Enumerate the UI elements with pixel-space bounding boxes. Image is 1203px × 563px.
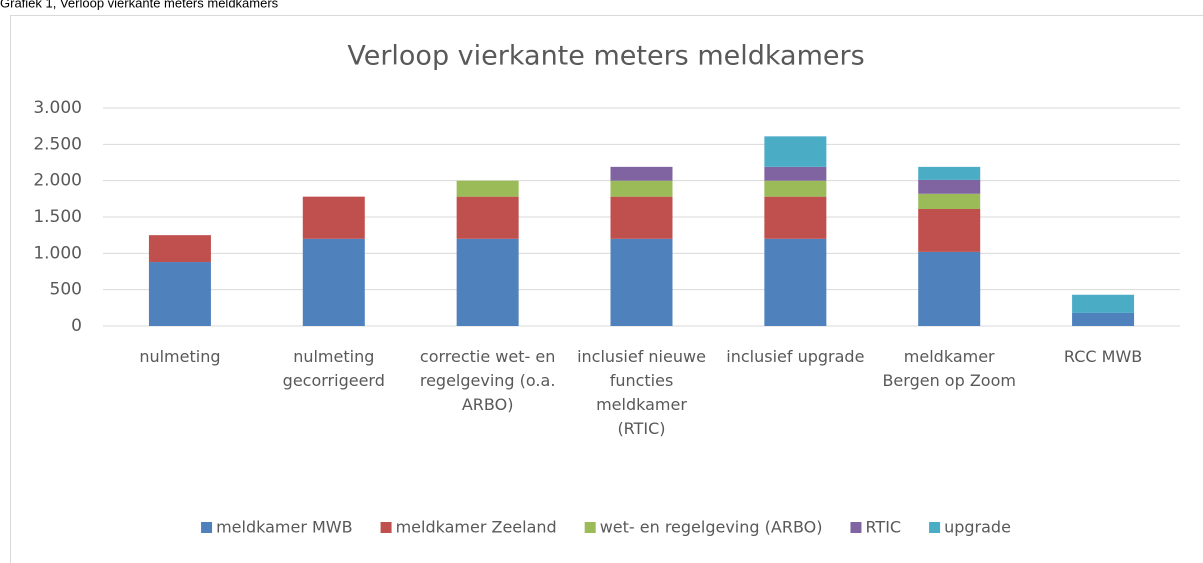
legend-swatch [201, 522, 213, 533]
chart-title: Verloop vierkante meters meldkamers [347, 41, 864, 72]
bar-segment [764, 238, 827, 326]
bar-segment [456, 180, 519, 197]
y-tick-label: 2.000 [33, 171, 82, 191]
bar-segment [918, 193, 981, 210]
legend-swatch [380, 522, 392, 533]
y-tick-label: 1.000 [33, 243, 82, 263]
bar-segment [1072, 312, 1135, 326]
x-tick-label: inclusief upgrade [726, 347, 864, 366]
x-tick-label: correctie wet- en regelgeving (o.a. ARBO) [420, 347, 556, 414]
x-tick-label: nulmeting gecorrigeerd [283, 347, 385, 390]
bar-segment [456, 238, 519, 326]
caption: Grafiek 1, Verloop vierkante meters meld… [0, 0, 279, 10]
x-tick-label: inclusief nieuwe functies meldkamer (RTIC) [577, 347, 706, 438]
x-tick-label: meldkamer Bergen op Zoom [882, 347, 1016, 390]
y-tick-label: 1.500 [33, 207, 82, 227]
bar-segment [764, 180, 827, 197]
y-tick-label: 500 [50, 280, 82, 300]
bar-segment [456, 196, 519, 239]
legend-label: meldkamer Zeeland [396, 518, 557, 537]
bar-segment [764, 136, 827, 167]
bar-segment [610, 166, 673, 181]
bar-segment [918, 166, 981, 180]
bar-segment [302, 238, 365, 326]
bar-segment [918, 179, 981, 194]
legend-swatch [850, 522, 862, 533]
y-tick-label: 0 [71, 316, 82, 336]
legend-label: upgrade [944, 518, 1011, 537]
bar-segment [918, 251, 981, 326]
y-tick-label: 3.000 [33, 98, 82, 118]
bar-segment [764, 196, 827, 239]
bar-segment [148, 262, 211, 326]
bar-segment [610, 180, 673, 197]
y-tick-label: 2.500 [33, 134, 82, 154]
legend-label: wet- en regelgeving (ARBO) [600, 518, 823, 537]
legend-label: RTIC [865, 518, 901, 537]
x-tick-label: RCC MWB [1064, 347, 1142, 366]
x-tick-label: nulmeting [139, 347, 220, 366]
bar-segment [610, 238, 673, 326]
bar-segment [918, 209, 981, 252]
legend-swatch [929, 522, 941, 533]
bar-segment [1072, 294, 1135, 313]
legend-swatch [584, 522, 596, 533]
bar-segment [764, 166, 827, 181]
legend-label: meldkamer MWB [216, 518, 353, 537]
bar-segment [302, 196, 365, 239]
bar-segment [148, 235, 211, 263]
bar-segment [610, 196, 673, 239]
